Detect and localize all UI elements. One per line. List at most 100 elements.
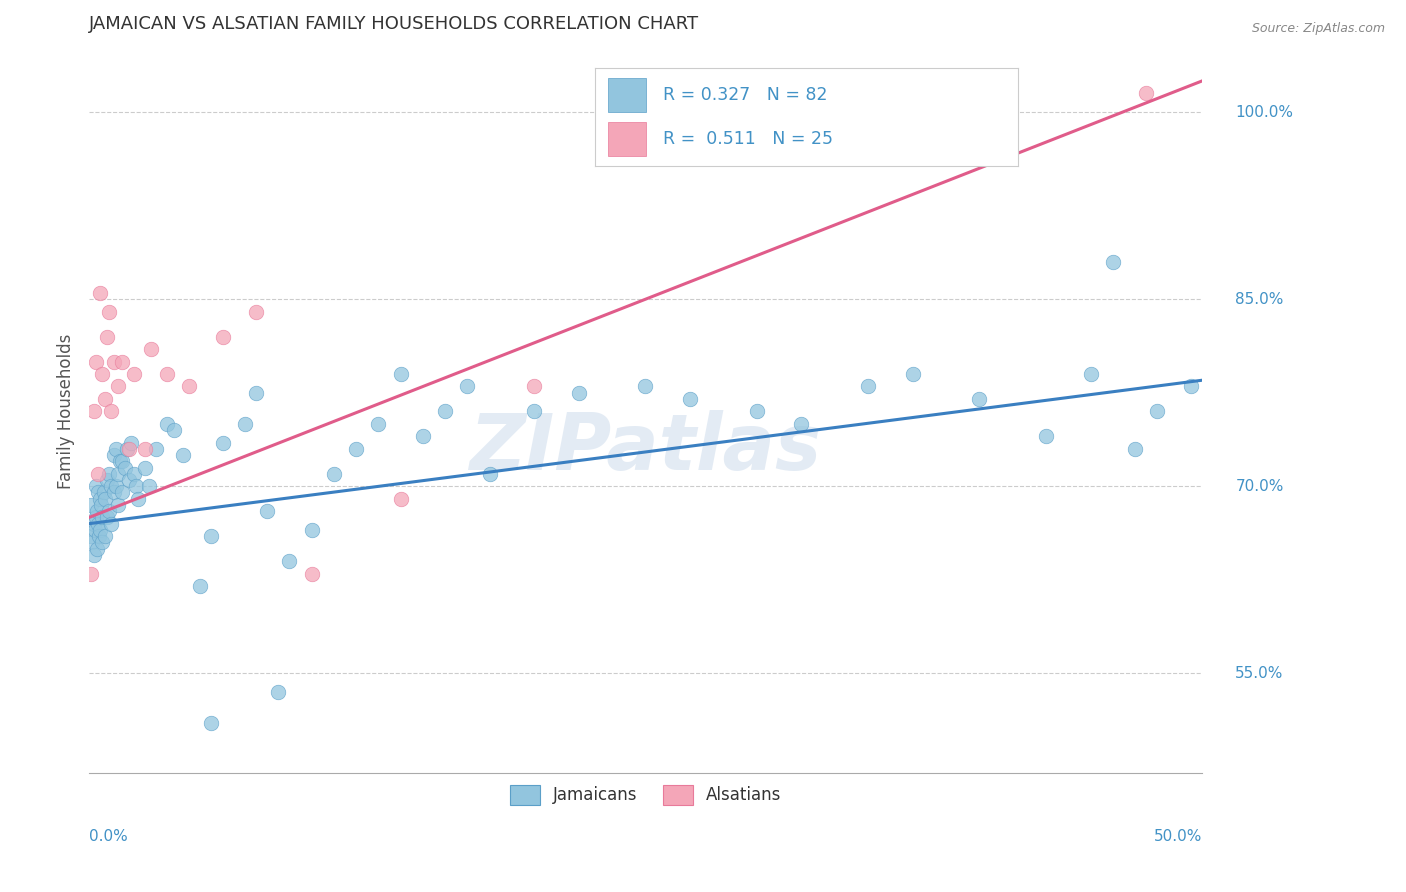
Point xyxy=(322,467,344,481)
Point xyxy=(745,404,768,418)
Point xyxy=(367,417,389,431)
Point xyxy=(80,566,103,581)
Text: JAMAICAN VS ALSATIAN FAMILY HOUSEHOLDS CORRELATION CHART: JAMAICAN VS ALSATIAN FAMILY HOUSEHOLDS C… xyxy=(89,15,699,33)
Point xyxy=(389,367,412,381)
Text: 50.0%: 50.0% xyxy=(1153,830,1202,844)
Point xyxy=(83,548,105,562)
Point xyxy=(301,566,323,581)
Point xyxy=(456,379,478,393)
Point xyxy=(111,454,134,468)
Text: 55.0%: 55.0% xyxy=(1236,665,1284,681)
Point xyxy=(114,460,136,475)
Point xyxy=(1035,429,1057,443)
Point xyxy=(86,504,108,518)
Point xyxy=(87,485,110,500)
Point xyxy=(1102,255,1125,269)
Point xyxy=(172,448,194,462)
Point xyxy=(634,379,657,393)
Point xyxy=(104,442,127,456)
Point xyxy=(82,535,104,549)
Point xyxy=(80,498,103,512)
Point xyxy=(84,354,107,368)
Point xyxy=(98,504,121,518)
Text: 100.0%: 100.0% xyxy=(1236,104,1294,120)
Point xyxy=(301,523,323,537)
Text: ZIPatlas: ZIPatlas xyxy=(470,409,821,485)
Point xyxy=(83,523,105,537)
Point xyxy=(1135,87,1157,101)
Point xyxy=(1123,442,1146,456)
Point xyxy=(188,579,211,593)
Point xyxy=(104,479,127,493)
Point xyxy=(145,442,167,456)
Point xyxy=(107,498,129,512)
Point xyxy=(233,417,256,431)
Point xyxy=(111,485,134,500)
Text: 0.0%: 0.0% xyxy=(89,830,128,844)
Point xyxy=(156,417,179,431)
Point xyxy=(118,442,141,456)
Point xyxy=(118,473,141,487)
Point xyxy=(200,716,222,731)
Point xyxy=(389,491,412,506)
Point xyxy=(103,485,125,500)
Point xyxy=(267,685,290,699)
Point xyxy=(1180,379,1202,393)
Point xyxy=(245,304,267,318)
Point xyxy=(100,479,122,493)
Point xyxy=(790,417,813,431)
Point xyxy=(115,442,138,456)
Point xyxy=(523,404,546,418)
Point xyxy=(84,479,107,493)
Point xyxy=(103,354,125,368)
Point xyxy=(122,367,145,381)
Legend: Jamaicans, Alsatians: Jamaicans, Alsatians xyxy=(503,778,787,812)
Point xyxy=(98,467,121,481)
Point xyxy=(138,479,160,493)
Point xyxy=(83,404,105,418)
Point xyxy=(89,491,111,506)
Point xyxy=(96,510,118,524)
Point xyxy=(93,485,115,500)
Text: Source: ZipAtlas.com: Source: ZipAtlas.com xyxy=(1251,22,1385,36)
Text: 85.0%: 85.0% xyxy=(1236,292,1284,307)
Point xyxy=(412,429,434,443)
Point xyxy=(679,392,702,406)
Point xyxy=(125,479,148,493)
Point xyxy=(89,285,111,300)
Point xyxy=(344,442,367,456)
Point xyxy=(100,516,122,531)
Point xyxy=(100,404,122,418)
Point xyxy=(111,354,134,368)
Point xyxy=(478,467,501,481)
Point xyxy=(91,510,114,524)
Point xyxy=(87,467,110,481)
Point xyxy=(93,392,115,406)
Point xyxy=(96,329,118,343)
Point xyxy=(98,304,121,318)
Point xyxy=(1080,367,1102,381)
Point xyxy=(96,473,118,487)
Point xyxy=(134,442,156,456)
Point xyxy=(256,504,278,518)
Point xyxy=(120,435,142,450)
Point xyxy=(969,392,991,406)
Point xyxy=(87,529,110,543)
Point xyxy=(87,516,110,531)
Point xyxy=(211,435,233,450)
Point xyxy=(107,379,129,393)
Point xyxy=(523,379,546,393)
Point xyxy=(103,448,125,462)
Point xyxy=(156,367,179,381)
Point xyxy=(91,535,114,549)
Point xyxy=(134,460,156,475)
Point xyxy=(110,454,132,468)
Point xyxy=(127,491,149,506)
Point xyxy=(107,467,129,481)
Y-axis label: Family Households: Family Households xyxy=(58,334,75,489)
Point xyxy=(568,385,591,400)
Point xyxy=(93,491,115,506)
Point xyxy=(80,529,103,543)
Point xyxy=(141,342,163,356)
Point xyxy=(245,385,267,400)
